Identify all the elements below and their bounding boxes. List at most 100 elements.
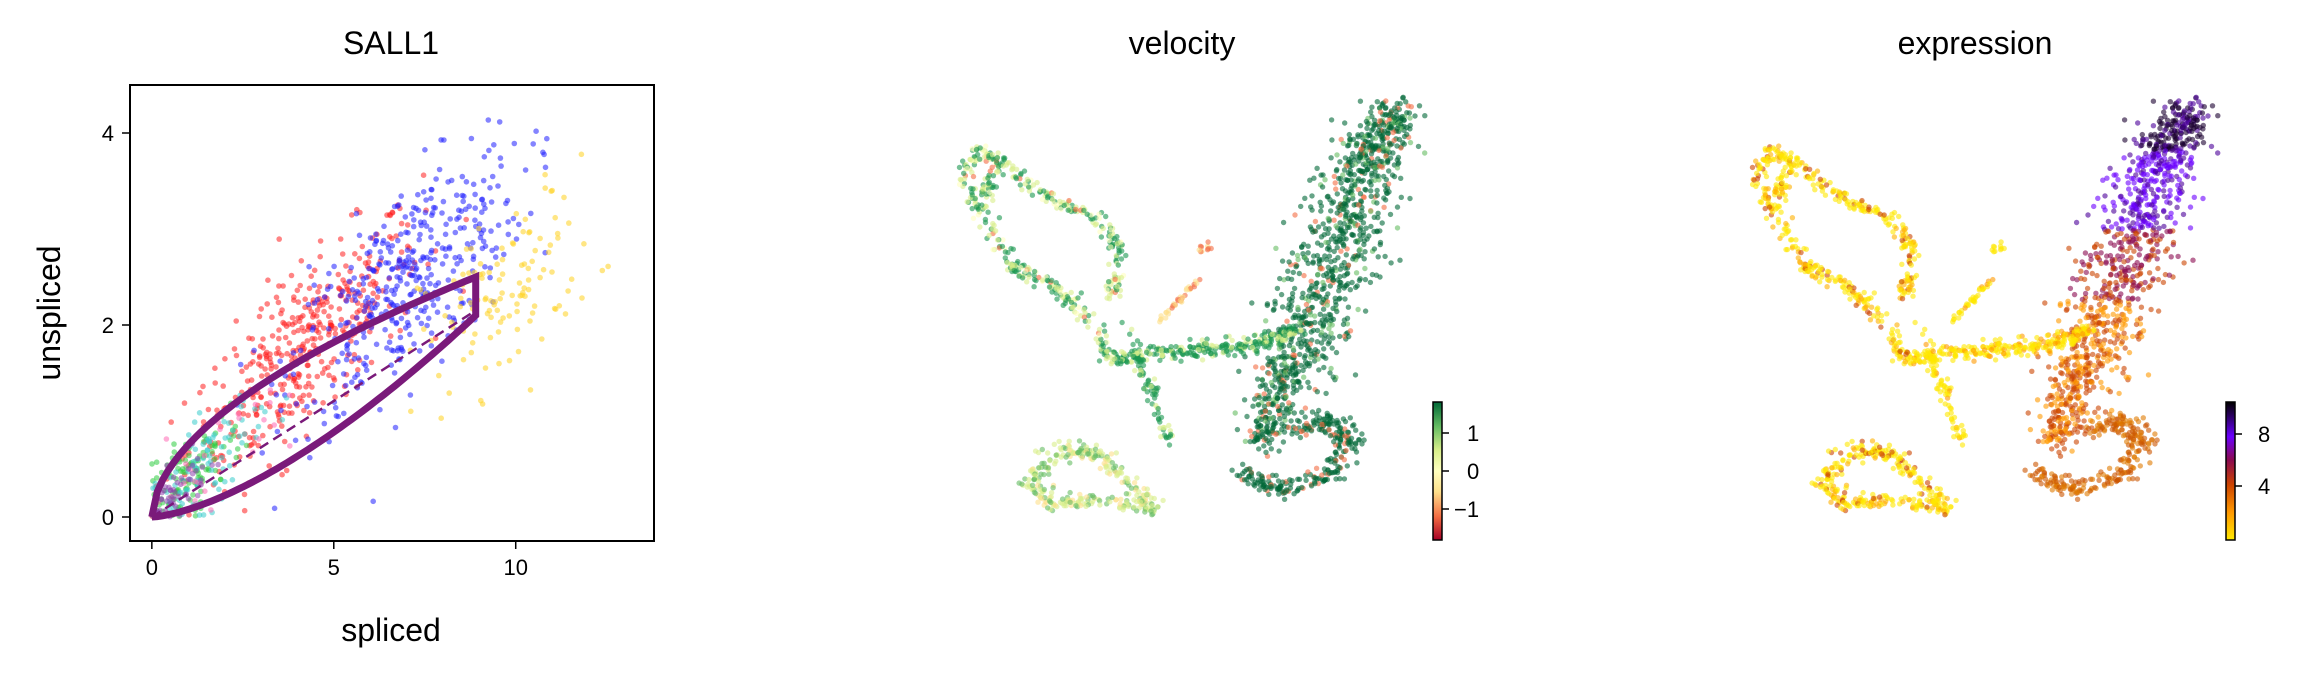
- phase-point: [477, 234, 484, 241]
- expression-cell: [2090, 336, 2096, 342]
- phase-point: [374, 294, 381, 300]
- phase-point: [429, 186, 435, 193]
- velocity-cell: [1063, 454, 1069, 460]
- velocity-cell: [1341, 476, 1348, 482]
- phase-point: [273, 294, 280, 301]
- expression-cell: [2155, 133, 2161, 140]
- velocity-cell: [1390, 150, 1396, 156]
- expression-cell: [2175, 253, 2181, 260]
- velocity-cell: [1324, 317, 1330, 323]
- expression-cell: [2092, 294, 2098, 301]
- phase-point: [311, 300, 318, 306]
- phase-point: [339, 251, 346, 257]
- velocity-cell: [1374, 99, 1381, 105]
- velocity-cell: [1293, 327, 1299, 334]
- velocity-cell: [1270, 359, 1276, 365]
- velocity-cell: [1104, 287, 1110, 293]
- expression-cell: [2073, 219, 2080, 226]
- expression-cell: [2116, 256, 2123, 263]
- velocity-cell: [1380, 148, 1386, 154]
- phase-point: [417, 231, 423, 238]
- expression-cell: [2209, 103, 2216, 109]
- phase-point: [286, 340, 293, 346]
- velocity-cell: [1030, 182, 1037, 188]
- velocity-cell: [1241, 397, 1248, 403]
- phase-point: [428, 337, 435, 344]
- velocity-cell: [1223, 348, 1230, 354]
- phase-point: [398, 231, 404, 237]
- phase-point: [482, 365, 489, 371]
- velocity-cell: [1321, 272, 1327, 279]
- velocity-cell: [1111, 349, 1118, 355]
- expression-cell: [2137, 209, 2143, 215]
- expression-cell: [2148, 186, 2155, 193]
- phase-point: [338, 316, 345, 323]
- phase-point: [532, 247, 538, 254]
- velocity-cell: [1318, 265, 1324, 271]
- velocity-cell: [1255, 402, 1262, 408]
- velocity-cell: [1384, 135, 1390, 141]
- expression-cell: [2090, 320, 2096, 326]
- velocity-cell: [1257, 409, 1264, 415]
- expression-cell: [2126, 302, 2132, 308]
- velocity-cell: [1106, 237, 1112, 243]
- velocity-cell: [1326, 427, 1332, 433]
- phase-point: [446, 244, 453, 250]
- phase-point: [275, 345, 281, 352]
- phase-point: [361, 308, 368, 314]
- phase-point: [326, 332, 332, 338]
- phase-point: [463, 216, 470, 223]
- velocity-cell: [1078, 290, 1085, 296]
- expression-cell: [2078, 268, 2084, 274]
- phase-point: [311, 399, 318, 405]
- velocity-cell: [1357, 212, 1363, 218]
- expression-cell: [2074, 360, 2081, 366]
- velocity-cell: [1345, 440, 1351, 446]
- expression-cell: [2122, 137, 2128, 143]
- velocity-cell: [1325, 421, 1332, 427]
- velocity-cell: [1342, 296, 1348, 302]
- velocity-cell: [1298, 327, 1304, 334]
- phase-point: [482, 264, 488, 270]
- phase-point: [428, 271, 435, 278]
- velocity-cell: [1049, 277, 1055, 283]
- velocity-cell: [1086, 451, 1092, 457]
- phase-point: [511, 140, 518, 147]
- velocity-cell: [1040, 277, 1046, 283]
- velocity-cell: [1306, 425, 1312, 431]
- phase-point: [241, 431, 248, 437]
- phase-point: [466, 270, 472, 276]
- expression-cell: [2094, 374, 2100, 380]
- phase-point: [402, 214, 409, 220]
- velocity-cell: [1263, 484, 1270, 490]
- velocity-cell: [1313, 465, 1320, 471]
- expression-cell: [2067, 285, 2074, 292]
- velocity-cell: [1039, 460, 1045, 467]
- phase-point: [452, 229, 459, 236]
- expression-cell: [2110, 199, 2116, 205]
- phase-point: [510, 241, 517, 247]
- velocity-cell: [1292, 212, 1298, 218]
- velocity-cell: [1183, 287, 1190, 293]
- velocity-cell: [1041, 471, 1047, 478]
- phase-point: [486, 307, 493, 314]
- expression-cell: [2080, 307, 2086, 313]
- velocity-cell: [1065, 296, 1072, 302]
- velocity-cell: [1353, 270, 1360, 276]
- phase-point: [198, 477, 204, 483]
- phase-point: [463, 179, 470, 185]
- velocity-cell: [1276, 341, 1282, 348]
- phase-point: [351, 351, 358, 358]
- velocity-cell: [1261, 443, 1267, 449]
- velocity-cell: [1238, 341, 1245, 348]
- phase-point: [472, 205, 479, 211]
- velocity-cell: [1257, 423, 1264, 429]
- velocity-cell: [961, 170, 967, 176]
- phase-point: [296, 384, 303, 390]
- velocity-cell: [1385, 127, 1391, 134]
- phase-point: [429, 210, 436, 216]
- velocity-cell: [1177, 347, 1184, 354]
- expression-cell: [2215, 150, 2221, 156]
- phase-point: [440, 198, 447, 205]
- velocity-cell: [1157, 316, 1164, 323]
